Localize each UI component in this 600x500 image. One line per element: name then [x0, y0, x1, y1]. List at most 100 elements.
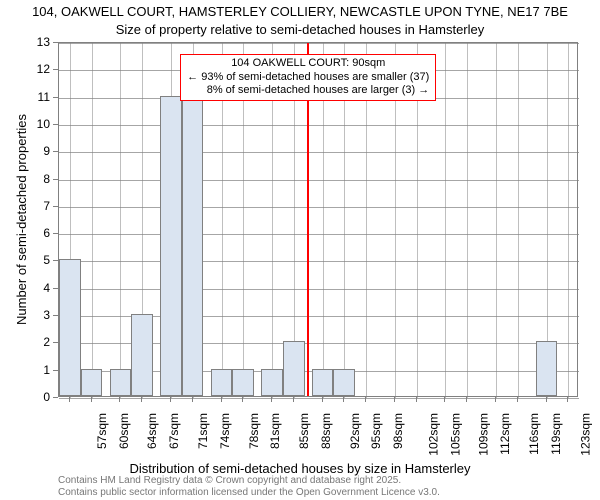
footer-attribution: Contains HM Land Registry data © Crown c… [58, 475, 588, 498]
gridline-h [59, 289, 579, 290]
gridline-h [59, 261, 579, 262]
x-tick-label: 102sqm [427, 413, 441, 456]
x-tick-mark [242, 397, 243, 402]
x-tick-label: 74sqm [218, 413, 232, 449]
y-tick-mark [53, 315, 58, 316]
gridline-v [120, 43, 121, 398]
x-tick-label: 67sqm [167, 413, 181, 449]
gridline-v [568, 43, 569, 398]
x-tick-mark [365, 397, 366, 402]
x-tick-mark [517, 397, 518, 402]
gridline-v [496, 43, 497, 398]
x-tick-mark [170, 397, 171, 402]
gridline-v [467, 43, 468, 398]
y-tick-label: 4 [43, 281, 50, 295]
x-tick-label: 92sqm [348, 413, 362, 449]
gridline-v [518, 43, 519, 398]
y-tick-mark [53, 342, 58, 343]
bar [312, 369, 334, 396]
x-tick-mark [394, 397, 395, 402]
gridline-h [59, 125, 579, 126]
gridline-h [59, 43, 579, 44]
bar [536, 341, 558, 396]
bar [160, 96, 182, 396]
x-tick-label: 95sqm [369, 413, 383, 449]
footer-line2: Contains public sector information licen… [58, 487, 588, 499]
bar [110, 369, 132, 396]
x-tick-label: 116sqm [527, 413, 541, 455]
y-tick-label: 11 [38, 90, 50, 104]
x-tick-label: 81sqm [268, 413, 282, 449]
y-tick-label: 10 [37, 117, 50, 131]
bar [283, 341, 305, 396]
x-tick-mark [91, 397, 92, 402]
x-tick-label: 105sqm [448, 413, 462, 456]
plot-area: 104 OAKWELL COURT: 90sqm← 93% of semi-de… [58, 42, 578, 397]
y-tick-mark [53, 97, 58, 98]
x-tick-mark [141, 397, 142, 402]
x-tick-mark [444, 397, 445, 402]
y-tick-mark [53, 69, 58, 70]
x-tick-mark [293, 397, 294, 402]
y-tick-label: 12 [37, 62, 50, 76]
x-tick-label: 88sqm [319, 413, 333, 449]
x-tick-label: 98sqm [391, 413, 405, 449]
chart-container: 104, OAKWELL COURT, HAMSTERLEY COLLIERY,… [0, 0, 600, 500]
x-tick-mark [69, 397, 70, 402]
y-tick-label: 2 [43, 335, 50, 349]
y-tick-label: 7 [43, 199, 50, 213]
chart-title-line1: 104, OAKWELL COURT, HAMSTERLEY COLLIERY,… [0, 4, 600, 19]
y-tick-label: 8 [43, 172, 50, 186]
x-tick-label: 123sqm [578, 413, 592, 456]
bar [211, 369, 233, 396]
x-tick-label: 112sqm [498, 413, 512, 455]
x-tick-mark [271, 397, 272, 402]
x-tick-mark [322, 397, 323, 402]
y-axis-label: Number of semi-detached properties [14, 114, 29, 325]
x-tick-label: 60sqm [117, 413, 131, 449]
y-tick-mark [53, 124, 58, 125]
y-tick-mark [53, 233, 58, 234]
gridline-h [59, 207, 579, 208]
x-tick-label: 119sqm [548, 413, 562, 455]
x-tick-mark [567, 397, 568, 402]
x-tick-mark [192, 397, 193, 402]
y-tick-mark [53, 288, 58, 289]
x-tick-label: 85sqm [297, 413, 311, 449]
chart-title-line2: Size of property relative to semi-detach… [0, 22, 600, 37]
bar [333, 369, 355, 396]
x-tick-mark [546, 397, 547, 402]
annotation-box: 104 OAKWELL COURT: 90sqm← 93% of semi-de… [180, 54, 436, 101]
y-tick-mark [53, 397, 58, 398]
bar [232, 369, 254, 396]
gridline-h [59, 152, 579, 153]
bar [131, 314, 153, 396]
annotation-line3: 8% of semi-detached houses are larger (3… [187, 84, 429, 98]
bar [182, 96, 204, 396]
x-tick-mark [119, 397, 120, 402]
x-tick-label: 109sqm [477, 413, 491, 456]
x-tick-mark [466, 397, 467, 402]
x-axis-label: Distribution of semi-detached houses by … [0, 461, 600, 476]
y-tick-mark [53, 179, 58, 180]
bar [81, 369, 103, 396]
annotation-line2: ← 93% of semi-detached houses are smalle… [187, 71, 429, 85]
y-tick-mark [53, 42, 58, 43]
y-tick-mark [53, 260, 58, 261]
gridline-h [59, 180, 579, 181]
y-tick-label: 0 [43, 390, 50, 404]
x-tick-mark [343, 397, 344, 402]
y-tick-mark [53, 370, 58, 371]
x-tick-label: 57sqm [95, 413, 109, 449]
y-tick-label: 5 [43, 253, 50, 267]
x-tick-label: 64sqm [145, 413, 159, 449]
x-tick-mark [416, 397, 417, 402]
y-tick-mark [53, 151, 58, 152]
gridline-h [59, 398, 579, 399]
annotation-line1: 104 OAKWELL COURT: 90sqm [187, 57, 429, 71]
y-tick-label: 6 [43, 226, 50, 240]
gridline-h [59, 234, 579, 235]
bar [59, 259, 81, 396]
x-tick-mark [221, 397, 222, 402]
y-tick-label: 9 [43, 144, 50, 158]
